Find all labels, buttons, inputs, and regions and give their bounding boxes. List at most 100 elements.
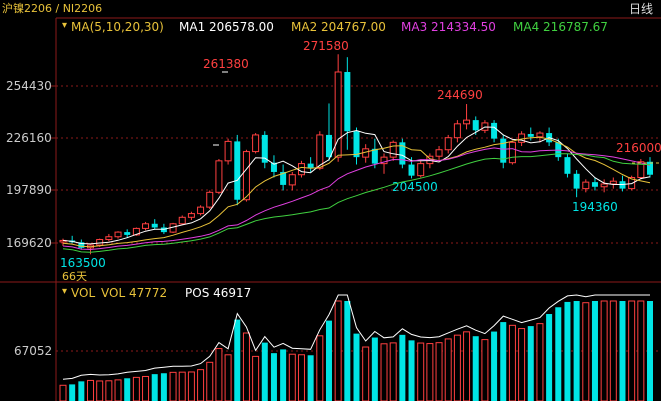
low-price-label: 163500 <box>60 256 106 270</box>
price-label-194360: 194360 <box>572 200 618 214</box>
volume-bar-down <box>69 384 76 401</box>
candle-body-down <box>408 164 415 176</box>
candle-body-down <box>353 131 360 158</box>
ma4-line <box>62 153 651 253</box>
candle-body-up <box>252 134 260 153</box>
candle-body-up <box>142 223 150 229</box>
candle-body-down <box>527 134 534 137</box>
candle-body-down <box>325 134 332 158</box>
volume-bar-down <box>546 314 553 401</box>
volume-bar-up <box>59 384 67 401</box>
ma2-value: MA2 204767.00 <box>291 20 386 34</box>
volume-bar-up <box>132 376 140 401</box>
ma1-value: MA1 206578.00 <box>179 20 274 34</box>
volume-bar-down <box>371 337 378 401</box>
volume-bar-up <box>142 375 150 401</box>
volume-bar-down <box>325 320 332 401</box>
volume-bar-up <box>105 380 113 401</box>
candle-body-up <box>637 161 645 179</box>
ma1-line <box>62 126 651 245</box>
volume-bar-up <box>206 361 214 401</box>
volume-bar-up <box>508 324 516 401</box>
volume-bar-up <box>600 300 608 401</box>
volume-bar-up <box>481 339 489 401</box>
candle-body-down <box>399 142 406 165</box>
price-label-244690: 244690 <box>437 88 483 102</box>
vol-value: VOL 47772 <box>101 286 168 300</box>
volume-bar-down <box>270 353 277 401</box>
candle-body-down <box>124 232 131 235</box>
volume-bar-up <box>453 334 461 401</box>
volume-bar-up <box>518 328 526 401</box>
candle-body-up <box>463 119 471 125</box>
high-price-label: 271580 <box>303 39 349 53</box>
volume-bar-up <box>178 371 186 401</box>
ma3-line <box>62 147 651 251</box>
candle-body-up <box>114 231 122 238</box>
candle-body-up <box>316 134 324 169</box>
days-count-label: 66天 <box>62 270 87 283</box>
volume-bar-down <box>619 301 626 401</box>
candle-body-up <box>582 181 590 190</box>
candle-body-up <box>389 141 397 158</box>
volume-bar-up <box>426 343 434 401</box>
volume-bar-down <box>527 326 534 401</box>
candle-body-up <box>380 156 388 165</box>
candle-body-up <box>435 149 443 157</box>
candle-body-up <box>206 191 214 208</box>
candle-body-down <box>371 148 378 164</box>
candle-body-up <box>105 236 113 241</box>
candle-body-down <box>647 161 653 175</box>
candle-body-down <box>261 134 268 163</box>
candle-body-down <box>500 138 507 163</box>
volume-bar-up <box>252 355 260 401</box>
candle-body-up <box>334 71 342 158</box>
volume-bar-down <box>280 349 287 401</box>
volume-bar-down <box>307 355 314 401</box>
volume-bar-down <box>151 374 158 401</box>
candle-body-up <box>96 239 104 246</box>
candle-body-down <box>472 120 479 131</box>
volume-bar-up <box>215 348 223 401</box>
vol-ma-line <box>62 294 650 380</box>
volume-bar-down <box>124 378 131 401</box>
candle-body-down <box>344 71 351 132</box>
candle-body-up <box>178 216 186 225</box>
candle-body-down <box>151 223 158 228</box>
volume-bar-up <box>169 371 177 401</box>
ma3-value: MA3 214334.50 <box>401 20 496 34</box>
candle-body-down <box>78 242 85 248</box>
volume-bar-down <box>399 334 406 401</box>
volume-bar-down <box>472 336 479 401</box>
volume-bar-up <box>637 300 645 401</box>
vol-collapse-chevron-icon[interactable]: ▾ <box>62 286 68 297</box>
volume-bar-up <box>96 380 104 401</box>
volume-bar-up <box>362 346 370 401</box>
volume-bar-down <box>500 322 507 401</box>
volume-bar-down <box>591 301 598 401</box>
period-selector[interactable]: 日线 <box>628 2 653 16</box>
price-axis-label-1: 254430 <box>6 79 52 93</box>
volume-bar-up <box>435 342 443 401</box>
volume-bar-up <box>87 379 95 401</box>
volume-bar-up <box>389 342 397 401</box>
candle-body-up <box>609 180 617 185</box>
price-label-216000: 216000 <box>616 141 661 155</box>
candle-body-down <box>491 122 498 139</box>
volume-bar-down <box>408 340 415 401</box>
vol-axis-label: 67052 <box>14 344 53 358</box>
candle-body-down <box>307 163 314 169</box>
candle-body-up <box>536 132 544 138</box>
volume-bar-up <box>197 369 205 401</box>
candle-body-up <box>132 227 140 236</box>
candle-body-up <box>288 174 296 186</box>
volume-bar-down <box>491 331 498 401</box>
candle-body-up <box>224 140 232 162</box>
symbol-title: 沪镍2206 / NI2206 <box>2 2 103 15</box>
volume-bar-up <box>609 300 617 401</box>
candle-body-up <box>417 163 425 177</box>
volume-bar-up <box>334 300 342 401</box>
candle-body-down <box>234 141 241 200</box>
collapse-chevron-icon[interactable]: ▾ <box>62 20 68 31</box>
